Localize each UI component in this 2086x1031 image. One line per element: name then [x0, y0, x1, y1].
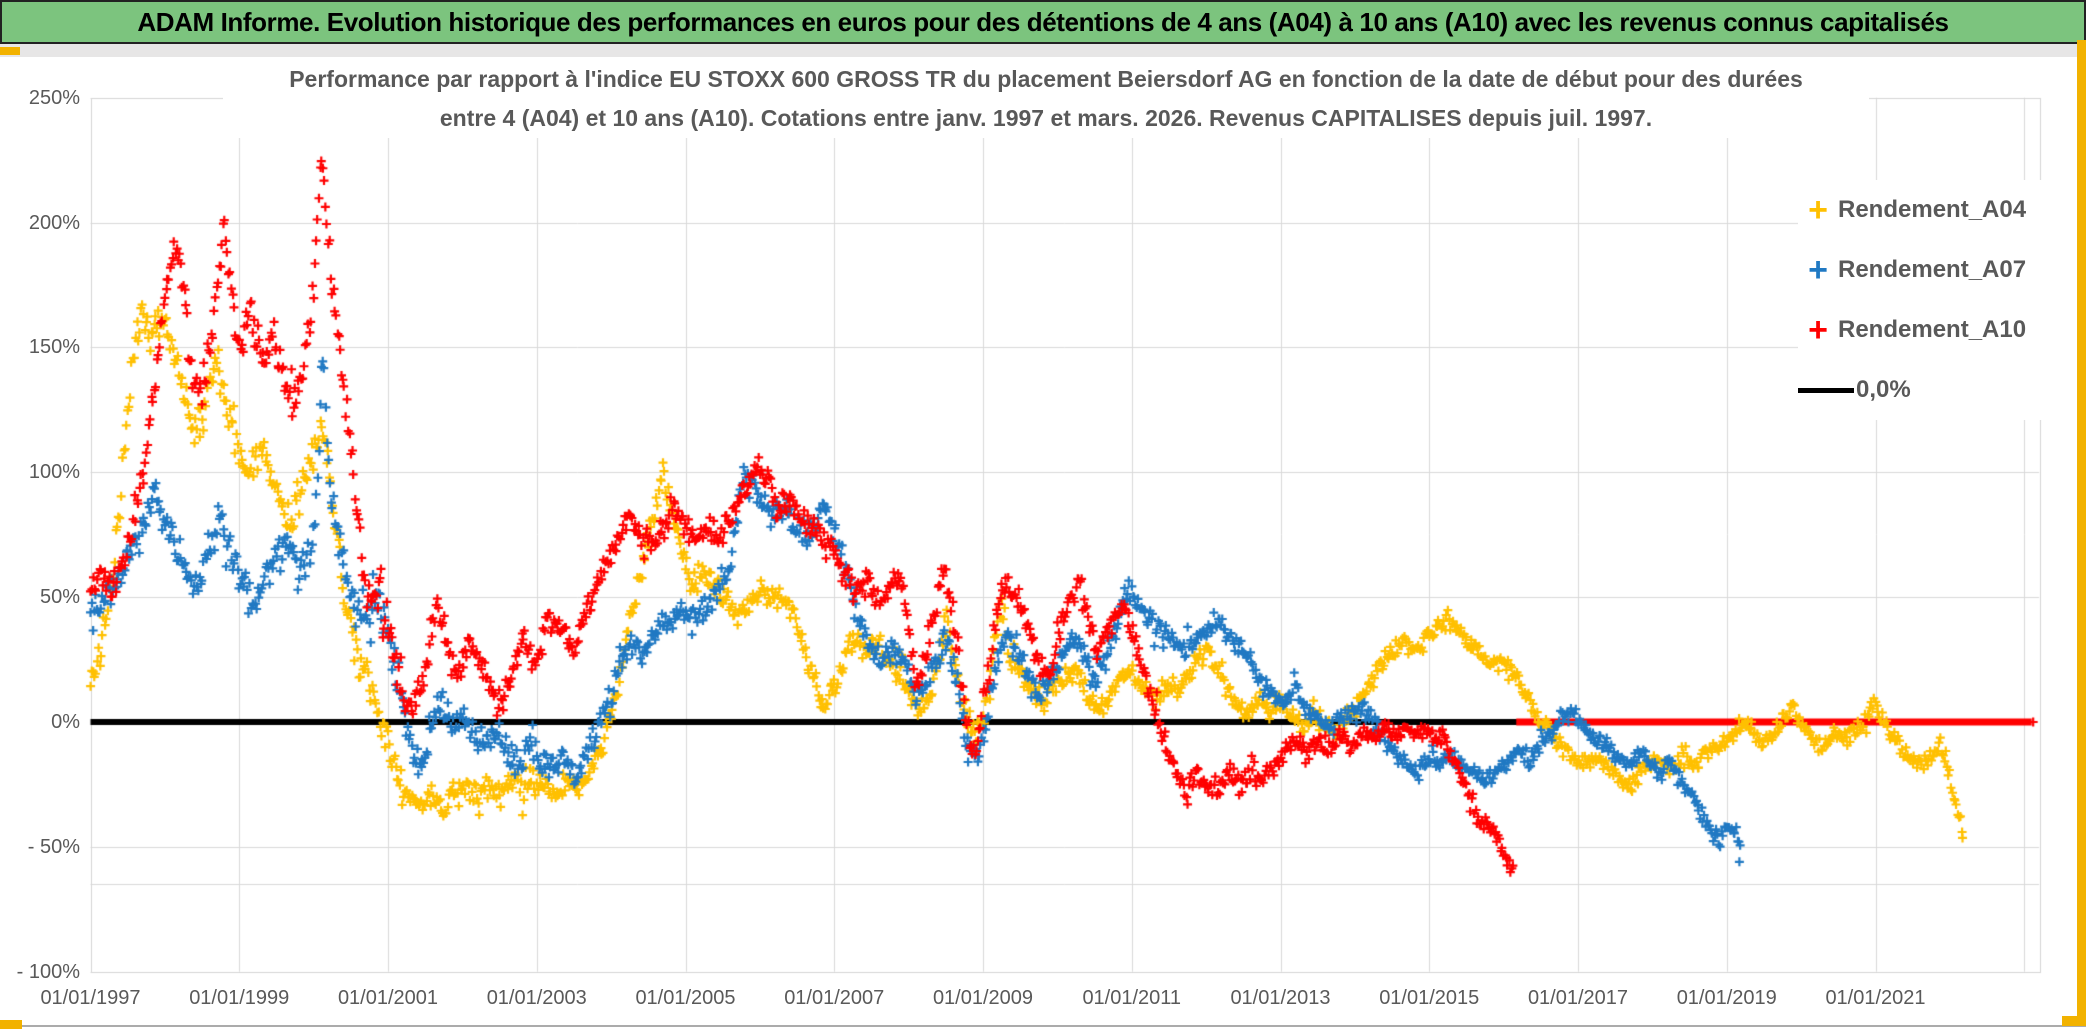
x-tick-label: 01/01/1999	[189, 987, 290, 1009]
legend-label: Rendement_A10	[1838, 316, 2027, 343]
bottom-divider-line	[0, 1025, 2086, 1027]
x-tick-label: 01/01/2015	[1379, 987, 1480, 1009]
x-tick-label: 01/01/2009	[932, 987, 1034, 1009]
x-tick-label: 01/01/2011	[1082, 987, 1182, 1009]
chart-title-line1: Performance par rapport à l'indice EU ST…	[289, 66, 1803, 92]
x-tick-label: 01/01/2017	[1527, 987, 1629, 1009]
x-tick-label: 01/01/2003	[486, 987, 587, 1009]
y-tick-label: 250%	[28, 86, 80, 109]
banner-bottom-strip	[0, 44, 2086, 57]
x-tick-label: 01/01/2001	[337, 987, 439, 1009]
legend-label: Rendement_A04	[1838, 196, 2027, 223]
legend-label: Rendement_A07	[1838, 256, 2027, 283]
zero-line-icon	[1798, 387, 1854, 393]
orange-accent-bottom-right	[2062, 1016, 2086, 1026]
legend-item-rendement-a04: + Rendement_A04	[1798, 180, 2068, 240]
chart-title: Performance par rapport à l'indice EU ST…	[223, 60, 1869, 138]
y-tick-label: 50%	[39, 586, 80, 609]
y-tick-label: - 100%	[16, 960, 80, 983]
plus-marker-icon: +	[1808, 311, 1828, 349]
chart-legend: + Rendement_A04 + Rendement_A07 + Rendem…	[1798, 180, 2068, 420]
y-tick-label: 0%	[51, 711, 80, 733]
orange-accent-bottom-left	[0, 1020, 22, 1029]
plus-marker-icon: +	[1808, 251, 1828, 289]
x-tick-label: 01/01/2007	[784, 987, 885, 1009]
x-tick-label: 01/01/2019	[1676, 987, 1777, 1009]
x-tick-label: 01/01/2021	[1825, 987, 1926, 1009]
y-tick-label: - 50%	[27, 835, 80, 858]
y-tick-label: 200%	[28, 211, 80, 234]
x-tick-label: 01/01/2005	[635, 987, 736, 1009]
legend-label: 0,0%	[1856, 376, 1911, 403]
orange-accent-right-bar	[2077, 40, 2086, 1026]
x-tick-label: 01/01/2013	[1230, 987, 1331, 1009]
page-title: ADAM Informe. Evolution historique des p…	[137, 6, 1949, 37]
plus-marker-icon: +	[1808, 191, 1828, 229]
y-tick-label: 150%	[28, 336, 80, 359]
legend-item-rendement-a10: + Rendement_A10	[1798, 300, 2068, 360]
page-title-banner: ADAM Informe. Evolution historique des p…	[0, 0, 2086, 44]
legend-item-rendement-a07: + Rendement_A07	[1798, 240, 2068, 300]
legend-item-zero-line: 0,0%	[1798, 360, 2068, 420]
chart-title-line2: entre 4 (A04) et 10 ans (A10). Cotations…	[439, 105, 1653, 131]
y-tick-label: 100%	[28, 461, 80, 484]
x-tick-label: 01/01/1997	[40, 987, 141, 1009]
orange-accent-top-left	[0, 47, 20, 55]
